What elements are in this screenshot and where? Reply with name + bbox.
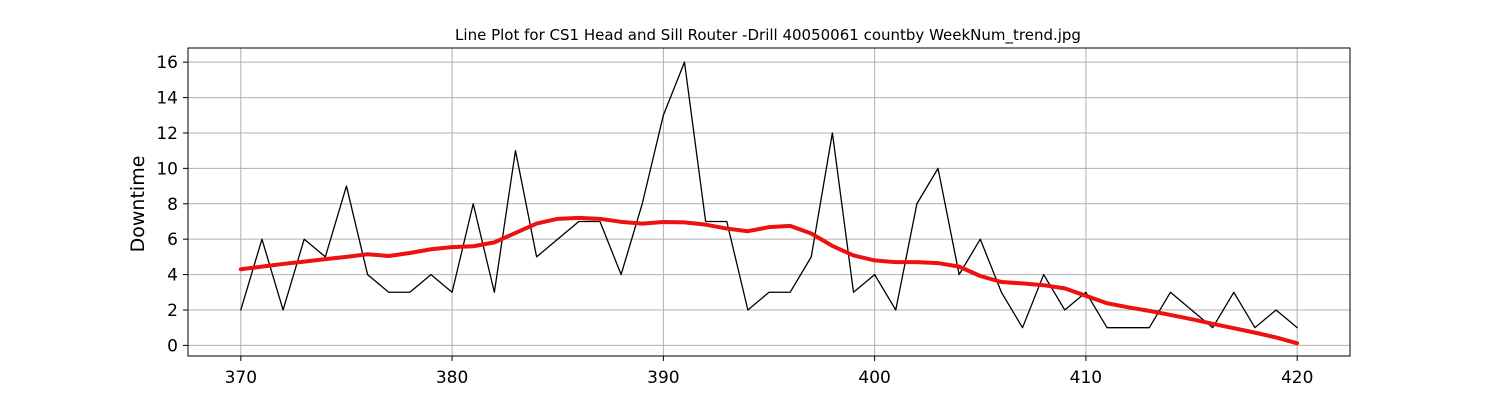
- y-tick-label: 10: [156, 159, 178, 179]
- tick-layer: 370 380 390 400 410 420 0 2 4 6 8 10 12 14 16: [156, 53, 1313, 388]
- y-tick-label: 2: [167, 301, 178, 321]
- y-tick-label: 4: [167, 266, 178, 286]
- y-tick-label: 8: [167, 195, 178, 215]
- trend-series-line: [238, 215, 1300, 346]
- plot-frame: [187, 47, 1351, 357]
- downtime-series-line: [240, 61, 1298, 329]
- x-tick-label: 400: [858, 368, 890, 388]
- x-tick-label: 390: [647, 368, 679, 388]
- series-layer: [238, 61, 1300, 346]
- x-tick-label: 380: [436, 368, 468, 388]
- x-tick-label: 420: [1281, 368, 1313, 388]
- y-tick-label: 14: [156, 89, 178, 109]
- y-tick-label: 12: [156, 124, 178, 144]
- y-tick-label: 0: [167, 336, 178, 356]
- y-axis-label: Downtime: [127, 156, 149, 253]
- y-tick-label: 6: [167, 230, 178, 250]
- chart-title: Line Plot for CS1 Head and Sill Router -…: [455, 26, 1081, 45]
- grid-layer: [188, 48, 1350, 356]
- x-tick-label: 410: [1070, 368, 1102, 388]
- x-tick-label: 370: [225, 368, 257, 388]
- y-tick-label: 16: [156, 53, 178, 73]
